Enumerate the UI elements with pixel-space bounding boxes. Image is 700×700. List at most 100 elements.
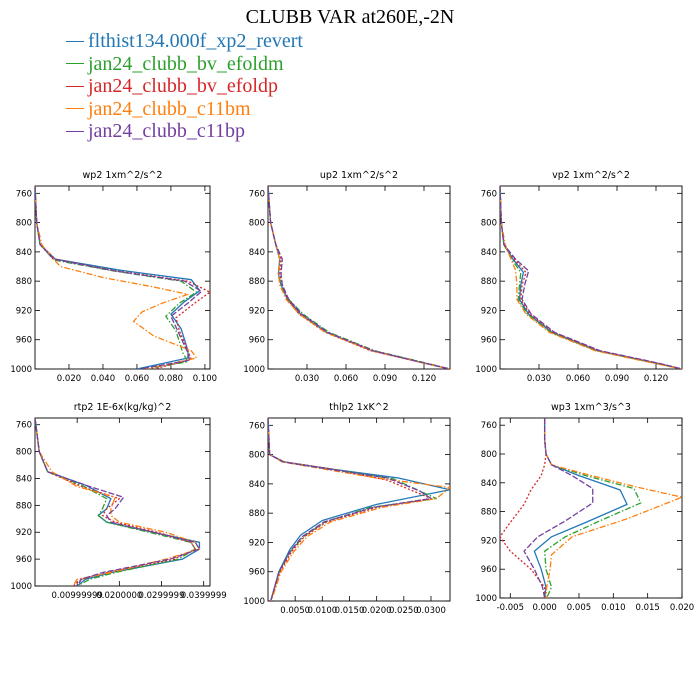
legend-swatch — [66, 108, 84, 110]
y-tick-label: 800 — [249, 451, 265, 461]
y-tick-label: 920 — [481, 536, 497, 546]
x-tick-label: 0.0200000 — [96, 591, 142, 601]
legend-swatch — [66, 85, 84, 87]
legend-label: jan24_clubb_bv_efoldm — [88, 52, 284, 75]
legend-item: jan24_clubb_c11bm — [66, 98, 303, 121]
x-tick-label: 0.010 — [601, 603, 625, 613]
chart-title: thlp2 1xK^2 — [329, 402, 388, 413]
y-tick-label: 960 — [249, 336, 265, 346]
x-tick-label: 0.0100 — [307, 606, 337, 616]
y-tick-label: 1000 — [10, 582, 32, 592]
legend-label: flthist134.000f_xp2_revert — [88, 30, 303, 52]
y-tick-label: 960 — [481, 336, 497, 346]
chart-panel: up2 1xm^2/s^2 760 800 840 880 920 960 1000 0.030… — [243, 170, 451, 384]
y-tick-label: 880 — [249, 509, 265, 519]
x-tick-label: 0.0250 — [389, 606, 419, 616]
y-tick-label: 840 — [481, 479, 497, 489]
plot-frame — [267, 185, 451, 370]
chart-title: vp2 1xm^2/s^2 — [552, 170, 630, 181]
x-tick-label: -0.005 — [497, 603, 524, 613]
y-tick-label: 880 — [481, 508, 497, 518]
series-line — [268, 186, 450, 369]
y-tick-label: 800 — [16, 219, 32, 229]
y-tick-label: 1000 — [243, 365, 265, 375]
series-line — [35, 186, 203, 369]
x-tick-label: 0.030 — [295, 374, 319, 384]
y-tick-label: 760 — [16, 421, 32, 431]
y-tick-label: 960 — [481, 565, 497, 575]
series-line — [268, 418, 432, 601]
y-tick-label: 920 — [481, 306, 497, 316]
x-tick-label: 0.015 — [635, 603, 659, 613]
chart-title: rtp2 1E-6x(kg/kg)^2 — [74, 402, 172, 413]
y-tick-label: 760 — [249, 189, 265, 199]
x-tick-label: 0.020 — [670, 603, 694, 613]
series-line — [35, 186, 198, 369]
plot-frame — [34, 185, 211, 370]
chart-title: wp3 1xm^3/s^3 — [551, 402, 631, 413]
y-tick-label: 920 — [16, 306, 32, 316]
x-tick-label: 0.0050 — [280, 606, 310, 616]
x-tick-label: 0.120 — [644, 374, 668, 384]
y-tick-label: 920 — [249, 538, 265, 548]
x-tick-label: 0.0399999 — [181, 591, 227, 601]
y-tick-label: 1000 — [475, 365, 497, 375]
legend-item: jan24_clubb_bv_efoldm — [66, 53, 303, 76]
x-tick-label: 0.005 — [567, 603, 591, 613]
y-tick-label: 840 — [16, 474, 32, 484]
y-tick-label: 1000 — [10, 365, 32, 375]
x-tick-label: 0.120 — [412, 374, 436, 384]
y-tick-label: 840 — [481, 248, 497, 258]
chart-panel: rtp2 1E-6x(kg/kg)^2 760 800 840 880 920 960 100… — [10, 402, 226, 601]
series-line — [543, 418, 682, 598]
chart-title: wp2 1xm^2/s^2 — [83, 170, 163, 181]
chart-panel: wp3 1xm^3/s^3 760 800 840 880 920 960 1000-0.00… — [475, 402, 694, 613]
x-tick-label: 0.060 — [334, 374, 358, 384]
series-line — [543, 418, 642, 598]
x-tick-label: 0.030 — [527, 374, 551, 384]
x-tick-label: 0.060 — [566, 374, 590, 384]
y-tick-label: 880 — [16, 277, 32, 287]
y-tick-label: 960 — [249, 568, 265, 578]
y-tick-label: 760 — [16, 189, 32, 199]
x-tick-label: 0.000 — [532, 603, 556, 613]
series-line — [500, 186, 682, 369]
plot-frame — [267, 417, 451, 602]
y-tick-label: 840 — [249, 248, 265, 258]
series-line — [268, 186, 450, 369]
series-line — [268, 418, 438, 601]
y-tick-label: 840 — [249, 480, 265, 490]
legend-swatch — [66, 63, 84, 65]
y-tick-label: 1000 — [475, 594, 497, 604]
series-line — [268, 186, 450, 369]
plot-frame — [34, 417, 211, 587]
series-line — [500, 186, 682, 369]
y-tick-label: 880 — [481, 277, 497, 287]
legend-label: jan24_clubb_bv_efoldp — [88, 75, 278, 97]
x-tick-label: 0.0150 — [335, 606, 365, 616]
y-tick-label: 920 — [16, 528, 32, 538]
legend-label: jan24_clubb_c11bm — [88, 97, 251, 120]
y-tick-label: 960 — [16, 336, 32, 346]
chart-title: up2 1xm^2/s^2 — [320, 170, 398, 181]
y-tick-label: 800 — [481, 219, 497, 229]
series-line — [500, 418, 547, 598]
chart-panel: wp2 1xm^2/s^2 760 800 840 880 920 960 1000 0.020… — [10, 170, 217, 384]
page-title: CLUBB VAR at260E,-2N — [245, 6, 455, 28]
y-tick-label: 880 — [249, 277, 265, 287]
legend-item: flthist134.000f_xp2_revert — [66, 30, 303, 53]
series-line — [35, 186, 201, 369]
x-tick-label: 0.0300 — [416, 606, 446, 616]
y-tick-label: 960 — [16, 555, 32, 565]
x-tick-label: 0.080 — [159, 374, 183, 384]
y-tick-label: 800 — [249, 219, 265, 229]
plot-frame — [499, 185, 683, 370]
plot-frame — [499, 417, 683, 599]
y-tick-label: 760 — [481, 421, 497, 431]
x-tick-label: 0.0200 — [362, 606, 392, 616]
series-line — [533, 418, 628, 598]
legend-item: jan24_clubb_c11bp — [66, 120, 303, 143]
y-tick-label: 920 — [249, 306, 265, 316]
legend-swatch — [66, 130, 84, 132]
legend-item: jan24_clubb_bv_efoldp — [66, 75, 303, 98]
